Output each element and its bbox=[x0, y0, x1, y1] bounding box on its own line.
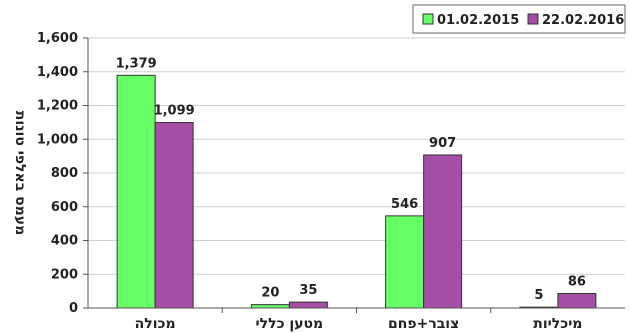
y-tick-label: 600 bbox=[51, 200, 78, 215]
y-tick-label: 1,200 bbox=[37, 99, 78, 114]
data-label: 86 bbox=[568, 274, 586, 289]
y-tick-label: 400 bbox=[51, 234, 78, 249]
data-label: 35 bbox=[299, 283, 317, 298]
legend-box bbox=[412, 4, 626, 34]
x-tick-label: מיכליות bbox=[533, 316, 582, 332]
y-tick-label: 1,400 bbox=[37, 65, 78, 80]
bars bbox=[116, 74, 597, 309]
x-tick-label: מטען כללי bbox=[256, 316, 324, 332]
bar bbox=[288, 301, 328, 309]
data-label: 907 bbox=[429, 136, 456, 151]
data-label: 1,099 bbox=[154, 104, 195, 119]
data-label: 1,379 bbox=[116, 56, 157, 71]
y-tick-label: 0 bbox=[69, 301, 78, 316]
legend-label: 01.02.2015 bbox=[437, 13, 519, 28]
bar bbox=[423, 154, 463, 309]
x-tick-label: מכולה bbox=[135, 316, 176, 332]
data-label: 546 bbox=[391, 197, 418, 212]
bar bbox=[385, 215, 425, 309]
bar bbox=[557, 292, 597, 309]
data-label: 20 bbox=[261, 286, 279, 301]
y-tick-label: 1,600 bbox=[37, 31, 78, 46]
bar bbox=[250, 304, 290, 309]
bar bbox=[154, 122, 194, 309]
legend-swatch bbox=[527, 13, 539, 25]
legend-label: 22.02.2016 bbox=[542, 13, 624, 28]
labels: 0 200 400 600 800 1,000 1,200 1,400 1,600 1,379 1,… bbox=[37, 31, 586, 332]
data-label: 5 bbox=[534, 288, 543, 303]
y-axis-label: מעמס באלפי טונות bbox=[12, 111, 28, 235]
bar bbox=[116, 74, 156, 309]
legend-swatch bbox=[422, 13, 434, 25]
x-tick-label: צובר+פחם bbox=[388, 316, 459, 332]
y-tick-label: 800 bbox=[51, 166, 78, 181]
y-tick-label: 1,000 bbox=[37, 132, 78, 147]
y-tick-label: 200 bbox=[51, 267, 78, 282]
legend: 01.02.2015 22.02.2016 bbox=[412, 4, 626, 34]
axes bbox=[83, 37, 625, 313]
